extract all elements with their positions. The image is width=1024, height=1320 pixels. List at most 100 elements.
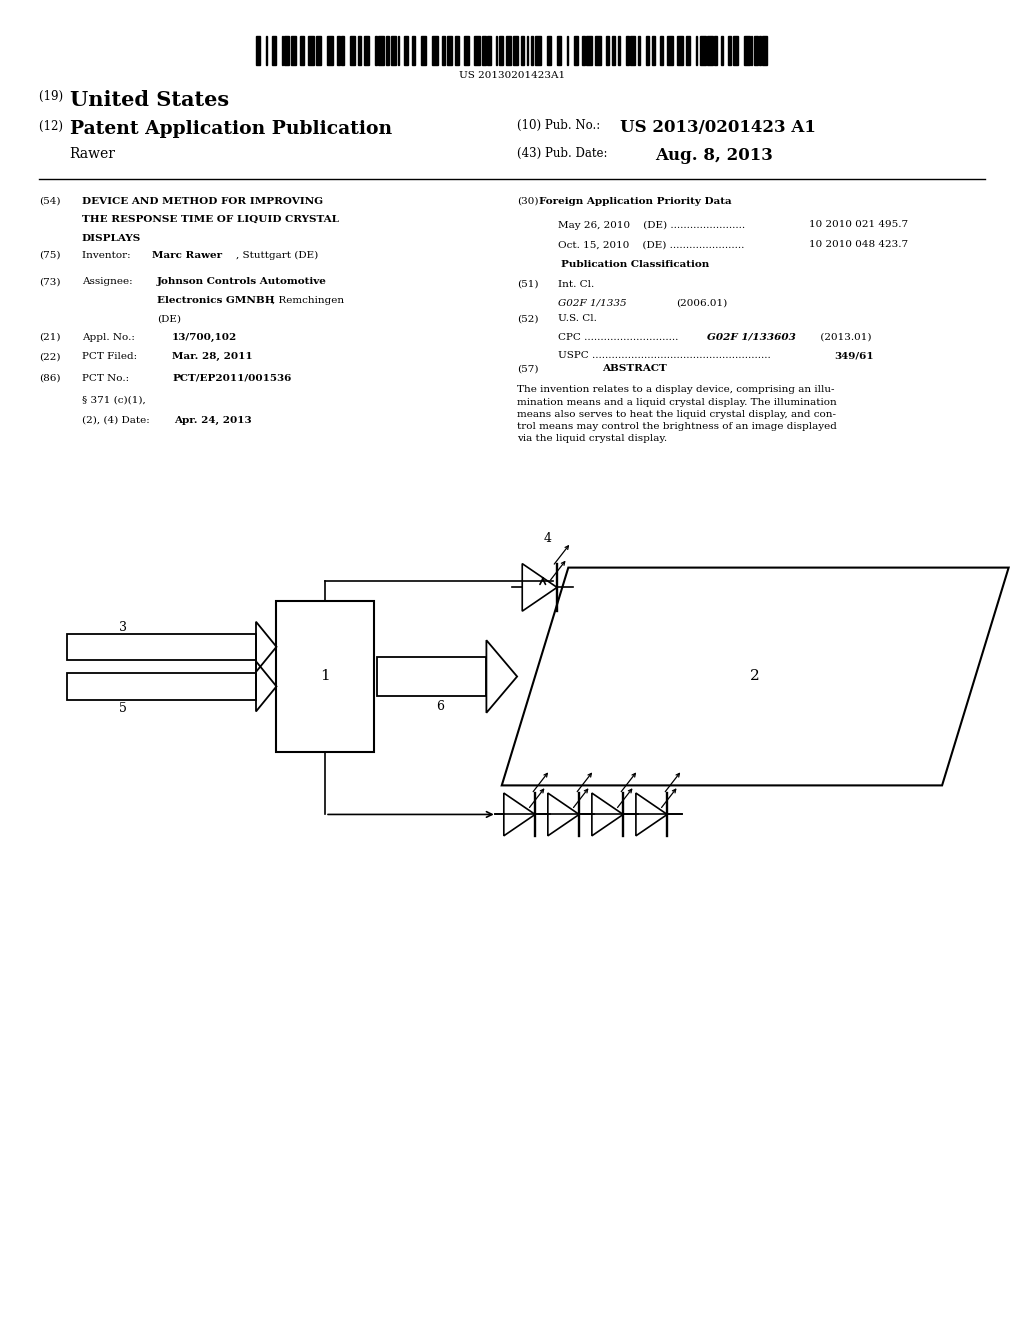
Text: The invention relates to a display device, comprising an illu-
mination means an: The invention relates to a display devic… — [517, 385, 837, 444]
Text: Aug. 8, 2013: Aug. 8, 2013 — [655, 147, 773, 164]
Text: May 26, 2010    (DE) .......................: May 26, 2010 (DE) ......................… — [558, 220, 745, 230]
Text: (DE): (DE) — [157, 314, 180, 323]
Bar — [651, 36, 654, 65]
Text: , Stuttgart (DE): , Stuttgart (DE) — [236, 251, 317, 260]
Bar — [285, 36, 289, 65]
Bar — [496, 36, 497, 65]
Text: PCT/EP2011/001536: PCT/EP2011/001536 — [172, 374, 292, 383]
Text: CPC .............................: CPC ............................. — [558, 333, 682, 342]
Text: Mar. 28, 2011: Mar. 28, 2011 — [172, 352, 253, 362]
Text: USPC .......................................................: USPC ...................................… — [558, 351, 774, 360]
Bar — [728, 36, 731, 65]
Text: (2006.01): (2006.01) — [676, 298, 727, 308]
Text: Johnson Controls Automotive: Johnson Controls Automotive — [157, 277, 327, 286]
Text: 6: 6 — [436, 700, 444, 713]
Text: Electronics GMNBH: Electronics GMNBH — [157, 296, 274, 305]
Bar — [566, 36, 568, 65]
Text: Patent Application Publication: Patent Application Publication — [70, 120, 392, 139]
Bar — [660, 36, 664, 65]
Bar — [386, 36, 389, 65]
Text: Int. Cl.: Int. Cl. — [558, 280, 594, 289]
Text: DISPLAYS: DISPLAYS — [82, 234, 141, 243]
Bar — [315, 36, 322, 65]
Text: Oct. 15, 2010    (DE) .......................: Oct. 15, 2010 (DE) .....................… — [558, 240, 744, 249]
Text: ABSTRACT: ABSTRACT — [602, 364, 668, 374]
Text: 2: 2 — [751, 669, 760, 684]
Bar — [398, 36, 399, 65]
Bar — [754, 36, 758, 65]
Bar — [677, 36, 683, 65]
Bar — [276, 601, 374, 752]
Bar — [521, 36, 524, 65]
Text: (75): (75) — [39, 251, 60, 260]
Bar — [513, 36, 518, 65]
Text: US 20130201423A1: US 20130201423A1 — [459, 71, 565, 81]
Text: THE RESPONSE TIME OF LIQUID CRYSTAL: THE RESPONSE TIME OF LIQUID CRYSTAL — [82, 215, 339, 224]
Text: 10 2010 048 423.7: 10 2010 048 423.7 — [809, 240, 908, 249]
Text: 1: 1 — [321, 669, 330, 684]
Bar — [282, 36, 283, 65]
Bar — [465, 36, 469, 65]
Text: PCT Filed:: PCT Filed: — [82, 352, 151, 362]
Bar — [638, 36, 640, 65]
Bar — [573, 36, 578, 65]
Bar — [67, 634, 256, 660]
Bar — [595, 36, 601, 65]
Text: 10 2010 021 495.7: 10 2010 021 495.7 — [809, 220, 908, 230]
Text: Publication Classification: Publication Classification — [561, 260, 709, 269]
Bar — [337, 36, 340, 65]
Bar — [751, 36, 753, 65]
Bar — [760, 36, 761, 65]
Bar — [606, 36, 609, 65]
Bar — [432, 36, 437, 65]
Text: (22): (22) — [39, 352, 60, 362]
Text: (57): (57) — [517, 364, 539, 374]
Text: (52): (52) — [517, 314, 539, 323]
Text: Inventor:: Inventor: — [82, 251, 140, 260]
Text: 349/61: 349/61 — [835, 351, 874, 360]
Bar — [327, 36, 333, 65]
Text: Marc Rawer: Marc Rawer — [152, 251, 221, 260]
Bar — [499, 36, 503, 65]
Bar — [583, 36, 585, 65]
Bar — [447, 36, 452, 65]
Text: US 2013/0201423 A1: US 2013/0201423 A1 — [620, 119, 815, 136]
Text: (2), (4) Date:: (2), (4) Date: — [82, 416, 150, 425]
Text: (54): (54) — [39, 197, 60, 206]
Bar — [668, 36, 673, 65]
Bar — [626, 36, 629, 65]
Text: (19): (19) — [39, 90, 67, 103]
Bar — [391, 36, 396, 65]
Text: (43) Pub. Date:: (43) Pub. Date: — [517, 147, 607, 160]
Text: (86): (86) — [39, 374, 60, 383]
Text: Appl. No.:: Appl. No.: — [82, 333, 147, 342]
Bar — [557, 36, 561, 65]
Bar — [527, 36, 528, 65]
Bar — [256, 36, 260, 65]
Text: § 371 (c)(1),: § 371 (c)(1), — [82, 396, 145, 405]
Bar — [743, 36, 750, 65]
Text: (21): (21) — [39, 333, 60, 342]
Text: 4: 4 — [544, 532, 552, 545]
Text: G02F 1/133603: G02F 1/133603 — [707, 333, 796, 342]
Bar — [474, 36, 480, 65]
Bar — [378, 36, 384, 65]
Bar — [455, 36, 459, 65]
Bar — [721, 36, 723, 65]
Bar — [481, 36, 485, 65]
Bar — [441, 36, 444, 65]
Bar — [271, 36, 275, 65]
Bar — [547, 36, 551, 65]
Bar — [707, 36, 713, 65]
Bar — [631, 36, 635, 65]
Bar — [695, 36, 697, 65]
Bar — [341, 36, 344, 65]
Bar — [308, 36, 314, 65]
Text: Foreign Application Priority Data: Foreign Application Priority Data — [539, 197, 731, 206]
Bar — [377, 657, 486, 697]
Bar — [300, 36, 304, 65]
Text: (73): (73) — [39, 277, 60, 286]
Bar — [587, 36, 592, 65]
Text: DEVICE AND METHOD FOR IMPROVING: DEVICE AND METHOD FOR IMPROVING — [82, 197, 323, 206]
Bar — [266, 36, 267, 65]
